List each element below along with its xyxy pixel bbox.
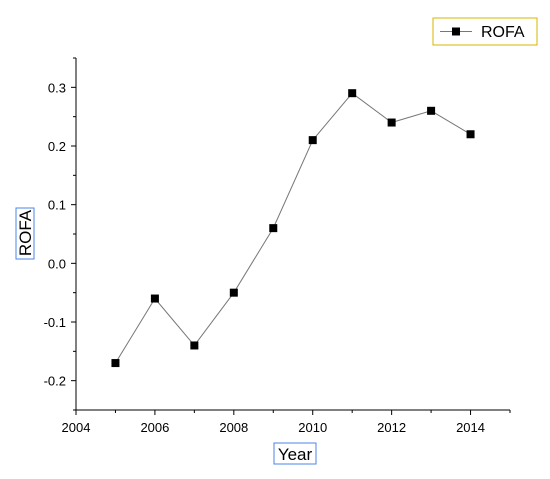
data-point-marker <box>111 359 120 368</box>
y-ticks: -0.2 -0.1 0.0 0.1 0.2 0.3 <box>44 57 76 411</box>
data-point-marker <box>387 118 396 127</box>
data-point-marker <box>427 106 436 115</box>
legend: ROFA <box>432 17 538 46</box>
y-axis-title-text: ROFA <box>16 209 35 256</box>
y-tick-label: 0.1 <box>48 198 66 213</box>
x-tick-label: 2014 <box>456 420 485 435</box>
y-tick-label: 0.2 <box>48 139 66 154</box>
series-line <box>115 92 471 364</box>
series-markers <box>111 89 475 368</box>
y-axis-title-highlight <box>15 207 35 260</box>
y-tick-label: 0.3 <box>48 80 66 95</box>
legend-label: ROFA <box>481 24 525 41</box>
data-point-marker <box>348 89 357 98</box>
x-ticks: 2004 2006 2008 2010 2012 2014 <box>62 410 511 435</box>
x-tick-label: 2004 <box>62 420 91 435</box>
y-axis-title: ROFA <box>15 207 35 260</box>
data-point-marker <box>150 294 159 303</box>
x-tick-label: 2008 <box>219 420 248 435</box>
y-tick-label: -0.2 <box>44 374 66 389</box>
x-tick-label: 2006 <box>140 420 169 435</box>
x-axis-title-text: Year <box>278 445 313 464</box>
legend-marker <box>452 27 460 36</box>
data-point-marker <box>466 130 475 139</box>
x-tick-label: 2010 <box>298 420 327 435</box>
y-tick-label: 0.0 <box>48 256 66 271</box>
x-axis-title: Year <box>273 442 317 465</box>
data-point-marker <box>308 136 317 145</box>
data-point-marker <box>229 288 238 297</box>
x-axis-title-highlight <box>273 442 317 465</box>
axes <box>75 58 510 411</box>
series-line-rofa <box>115 92 471 364</box>
y-tick-label: -0.1 <box>44 315 66 330</box>
x-tick-label: 2012 <box>377 420 406 435</box>
data-point-marker <box>269 224 278 233</box>
data-point-marker <box>190 341 199 350</box>
